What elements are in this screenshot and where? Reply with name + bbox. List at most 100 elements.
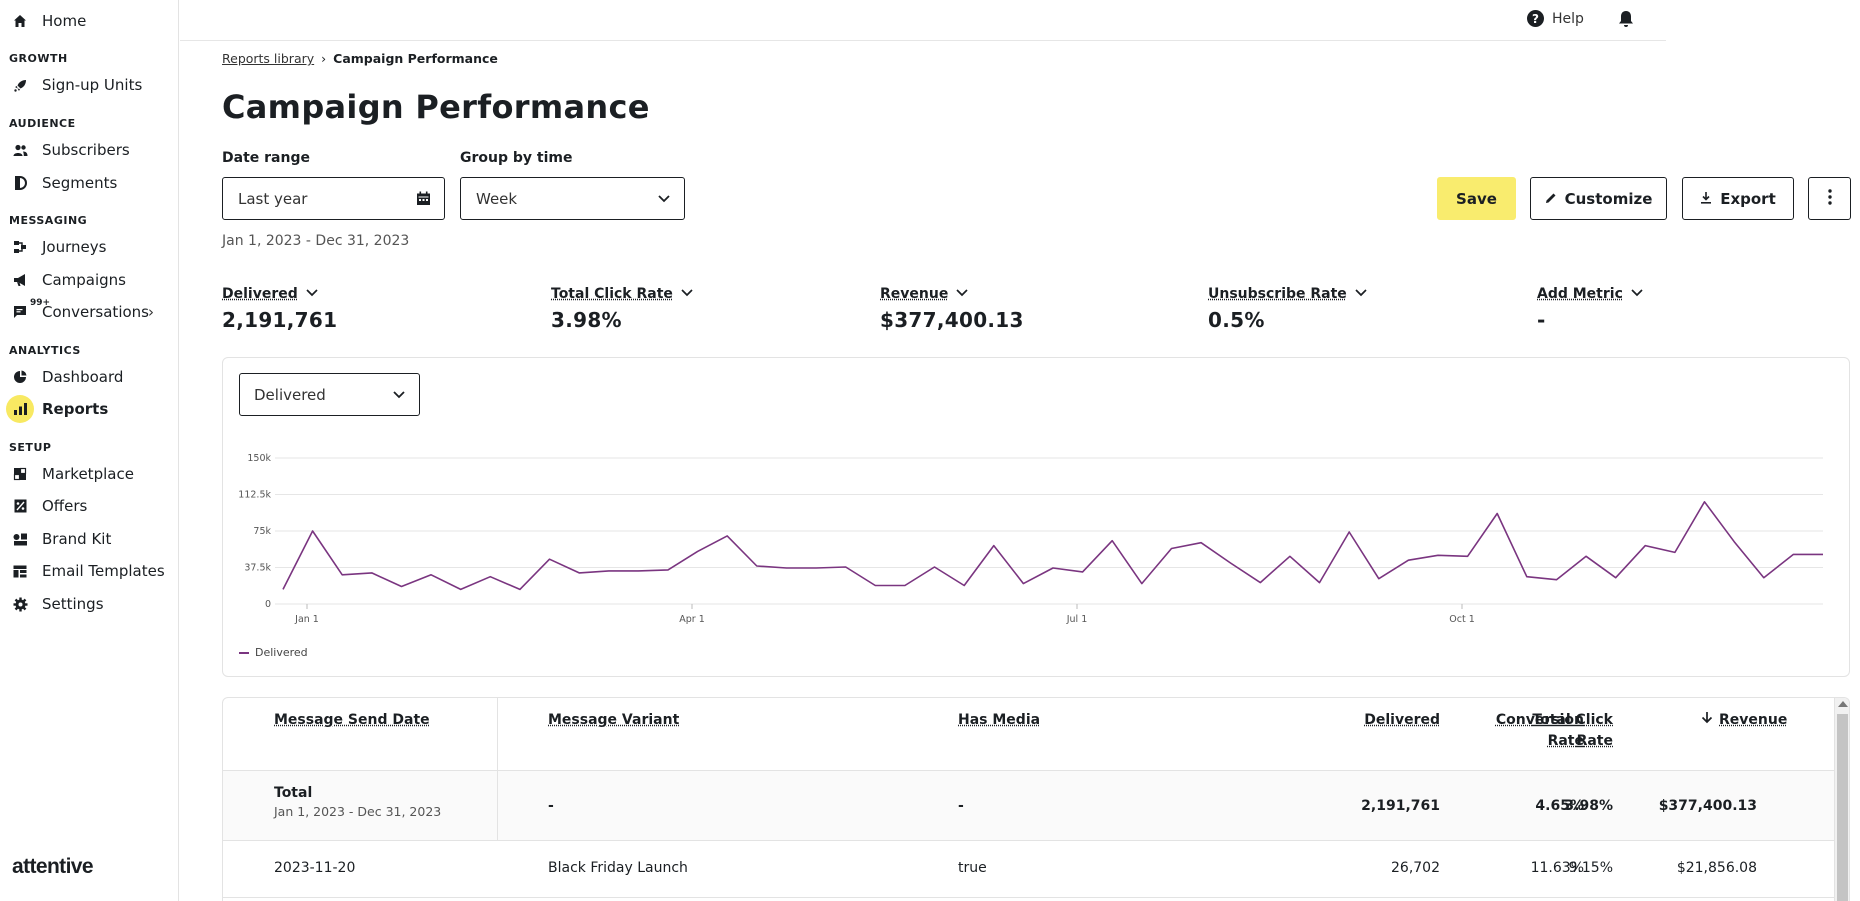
data-point[interactable]: [1761, 575, 1766, 580]
scroll-up-icon[interactable]: [1838, 701, 1848, 707]
total-revenue: $377,400.13: [1658, 798, 1757, 814]
data-point[interactable]: [369, 570, 374, 575]
data-point[interactable]: [1613, 575, 1618, 580]
metric-total-click-rate[interactable]: Total Click Rate 3.98%: [551, 286, 693, 332]
data-point[interactable]: [1080, 569, 1085, 574]
sidebar-item-brand-kit[interactable]: Brand Kit: [0, 525, 178, 553]
more-options-button[interactable]: [1808, 177, 1851, 220]
sidebar-item-settings[interactable]: Settings: [0, 590, 178, 618]
data-point[interactable]: [547, 557, 552, 562]
metric-revenue[interactable]: Revenue $377,400.13: [880, 286, 1024, 332]
col-header-has-media[interactable]: Has Media: [958, 712, 1041, 728]
bell-icon[interactable]: [1618, 10, 1634, 32]
rocket-icon: [11, 76, 29, 94]
data-point[interactable]: [310, 529, 315, 534]
sidebar-item-campaigns[interactable]: Campaigns: [0, 266, 178, 294]
data-point[interactable]: [1287, 554, 1292, 559]
data-point[interactable]: [606, 568, 611, 573]
sidebar-item-home[interactable]: Home: [0, 7, 178, 35]
save-button[interactable]: Save: [1437, 177, 1516, 220]
sidebar-item-subscribers[interactable]: Subscribers: [0, 136, 178, 164]
chart-metric-select[interactable]: Delivered: [239, 373, 420, 416]
table-scrollbar[interactable]: [1834, 698, 1849, 901]
data-point[interactable]: [1584, 554, 1589, 559]
series-line-delivered[interactable]: [282, 500, 1823, 591]
sidebar-item-offers[interactable]: Offers: [0, 492, 178, 520]
metric-unsubscribe-rate[interactable]: Unsubscribe Rate 0.5%: [1208, 286, 1367, 332]
sidebar-item-signup-units[interactable]: Sign-up Units: [0, 71, 178, 99]
data-point[interactable]: [1051, 565, 1056, 570]
data-point[interactable]: [340, 572, 345, 577]
data-point[interactable]: [1199, 540, 1204, 545]
data-point[interactable]: [725, 533, 730, 538]
data-point[interactable]: [902, 583, 907, 588]
attentive-logo[interactable]: attentive: [12, 855, 94, 878]
data-point[interactable]: [843, 565, 848, 570]
data-point[interactable]: [636, 568, 641, 573]
col-header-message-variant[interactable]: Message Variant: [548, 712, 680, 728]
data-point[interactable]: [1021, 581, 1026, 586]
scrollbar-thumb[interactable]: [1837, 714, 1848, 901]
data-point[interactable]: [1495, 511, 1500, 516]
data-point[interactable]: [1643, 543, 1648, 548]
data-point[interactable]: [1347, 529, 1352, 534]
sidebar-item-marketplace[interactable]: Marketplace: [0, 460, 178, 488]
data-point[interactable]: [962, 583, 967, 588]
data-point[interactable]: [488, 574, 493, 579]
data-point[interactable]: [1732, 539, 1737, 544]
data-point[interactable]: [1465, 554, 1470, 559]
data-point[interactable]: [1406, 558, 1411, 563]
sidebar-item-email-templates[interactable]: Email Templates: [0, 557, 178, 585]
data-point[interactable]: [1228, 561, 1233, 566]
data-point[interactable]: [754, 564, 759, 569]
data-point[interactable]: [1791, 552, 1796, 557]
breadcrumb-reports-library-link[interactable]: Reports library: [222, 51, 315, 66]
data-point[interactable]: [666, 567, 671, 572]
data-point[interactable]: [695, 549, 700, 554]
data-point[interactable]: [991, 543, 996, 548]
data-point[interactable]: [399, 584, 404, 589]
sidebar-item-conversations[interactable]: 99+ Conversations ›: [0, 298, 178, 326]
data-point[interactable]: [1169, 546, 1174, 551]
export-button[interactable]: Export: [1682, 177, 1794, 220]
data-point[interactable]: [873, 583, 878, 588]
data-point[interactable]: [1554, 577, 1559, 582]
data-point[interactable]: [1524, 574, 1529, 579]
metric-delivered[interactable]: Delivered 2,191,761: [222, 286, 337, 332]
sidebar-item-segments[interactable]: Segments: [0, 169, 178, 197]
data-point[interactable]: [517, 587, 522, 592]
data-point[interactable]: [429, 572, 434, 577]
data-point[interactable]: [1258, 580, 1263, 585]
sidebar-item-journeys[interactable]: Journeys: [0, 233, 178, 261]
col-header-message-send-date[interactable]: Message Send Date: [274, 712, 430, 728]
data-point[interactable]: [1702, 499, 1707, 504]
data-point[interactable]: [281, 587, 286, 592]
data-point[interactable]: [1376, 576, 1381, 581]
data-point[interactable]: [1139, 581, 1144, 586]
section-label-setup: SETUP: [9, 441, 52, 454]
data-point[interactable]: [577, 570, 582, 575]
data-point[interactable]: [1436, 553, 1441, 558]
group-by-select[interactable]: Week: [460, 177, 685, 220]
table-row[interactable]: 2023-11-20 Black Friday Launch true 26,7…: [223, 841, 1849, 898]
data-point[interactable]: [458, 587, 463, 592]
date-range-picker[interactable]: Last year: [222, 177, 445, 220]
data-point[interactable]: [1821, 552, 1826, 557]
sidebar-item-dashboard[interactable]: Dashboard: [0, 363, 178, 391]
col-header-delivered[interactable]: Delivered: [1364, 712, 1440, 728]
data-point[interactable]: [1317, 580, 1322, 585]
data-point[interactable]: [1110, 538, 1115, 543]
breadcrumb: Reports library › Campaign Performance: [222, 51, 498, 66]
col-header-total-click-rate[interactable]: Total Click Rate: [1532, 710, 1613, 752]
data-point[interactable]: [932, 565, 937, 570]
home-icon: [11, 12, 29, 30]
data-point[interactable]: [1672, 550, 1677, 555]
data-point[interactable]: [814, 565, 819, 570]
metric-add-metric[interactable]: Add Metric -: [1537, 286, 1643, 332]
col-header-conversion-rate[interactable]: Conversion Rate: [1485, 710, 1584, 752]
col-header-revenue[interactable]: Revenue: [1701, 710, 1787, 731]
customize-button[interactable]: Customize: [1530, 177, 1667, 220]
data-point[interactable]: [784, 565, 789, 570]
sidebar-item-reports[interactable]: Reports: [0, 395, 178, 423]
help-button[interactable]: ? Help: [1527, 10, 1584, 27]
